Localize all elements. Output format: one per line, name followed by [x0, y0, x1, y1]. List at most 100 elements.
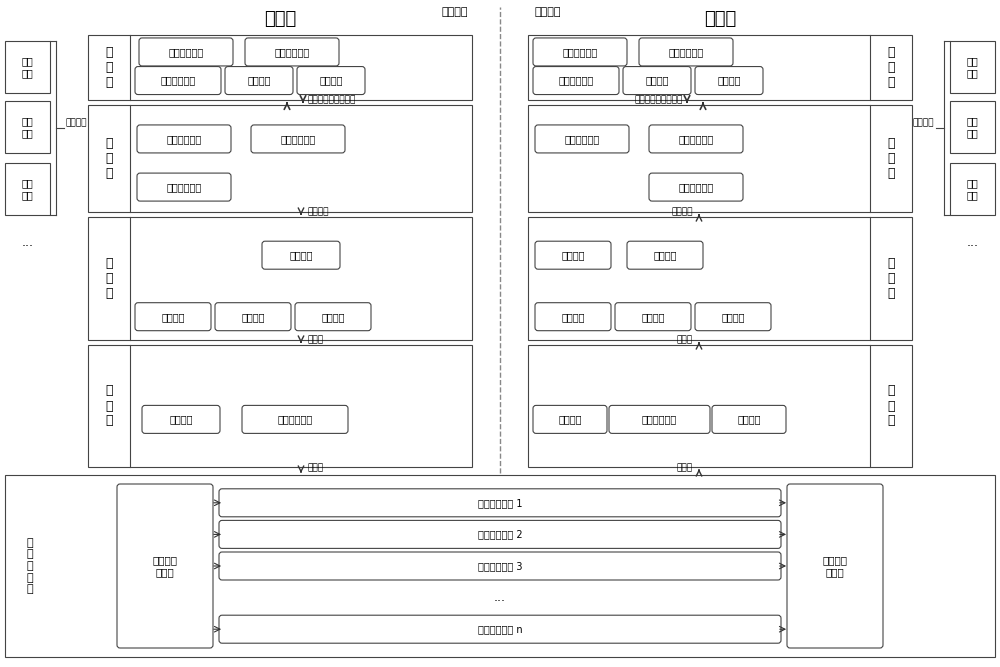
FancyBboxPatch shape [135, 303, 211, 331]
FancyBboxPatch shape [649, 173, 743, 201]
Text: 应用
系统: 应用 系统 [22, 116, 33, 138]
Text: 传输策略配置: 传输策略配置 [168, 47, 204, 57]
Text: 传输通道监测: 传输通道监测 [642, 414, 677, 424]
Text: 涉密网络: 涉密网络 [535, 7, 561, 17]
Text: 应用
系统: 应用 系统 [22, 178, 33, 200]
FancyBboxPatch shape [950, 163, 995, 215]
Text: 策略下发、信息收集: 策略下发、信息收集 [307, 95, 355, 104]
Text: 身份认证接口: 身份认证接口 [564, 134, 600, 144]
FancyBboxPatch shape [535, 125, 629, 153]
FancyBboxPatch shape [219, 615, 781, 643]
FancyBboxPatch shape [139, 38, 233, 66]
Text: 数据帧: 数据帧 [677, 464, 693, 472]
FancyBboxPatch shape [623, 67, 691, 95]
FancyBboxPatch shape [5, 101, 50, 153]
FancyBboxPatch shape [528, 217, 912, 340]
FancyBboxPatch shape [609, 406, 710, 434]
Text: 访问身份认证: 访问身份认证 [558, 75, 594, 85]
Text: 服
务
层: 服 务 层 [105, 137, 113, 180]
Text: 数据重组: 数据重组 [721, 311, 745, 321]
FancyBboxPatch shape [137, 173, 231, 201]
FancyBboxPatch shape [142, 406, 220, 434]
FancyBboxPatch shape [295, 303, 371, 331]
Text: 应用数据: 应用数据 [912, 119, 934, 127]
FancyBboxPatch shape [262, 241, 340, 269]
FancyBboxPatch shape [219, 520, 781, 548]
FancyBboxPatch shape [215, 303, 291, 331]
Text: 运行监控: 运行监控 [717, 75, 741, 85]
Text: 数据帧: 数据帧 [307, 464, 323, 472]
Text: 传
输
通
道
层: 传 输 通 道 层 [27, 538, 33, 594]
Text: 应用数据: 应用数据 [66, 119, 88, 127]
Text: 接收端: 接收端 [704, 10, 736, 28]
Text: 信息查询接口: 信息查询接口 [166, 182, 202, 192]
FancyBboxPatch shape [950, 41, 995, 93]
FancyBboxPatch shape [695, 303, 771, 331]
Text: 应用
系统: 应用 系统 [22, 56, 33, 78]
FancyBboxPatch shape [88, 345, 472, 467]
Text: 访问身份认证: 访问身份认证 [160, 75, 196, 85]
Text: 单向传输通道 3: 单向传输通道 3 [478, 561, 522, 571]
Text: 纠错编码: 纠错编码 [321, 311, 345, 321]
FancyBboxPatch shape [787, 484, 883, 648]
Text: 安全审计: 安全审计 [247, 75, 271, 85]
Text: 数据接收: 数据接收 [558, 414, 582, 424]
FancyBboxPatch shape [533, 38, 627, 66]
Text: ...: ... [22, 235, 34, 249]
Text: 链
路
层: 链 路 层 [887, 384, 895, 428]
FancyBboxPatch shape [528, 345, 912, 467]
Text: 纠错译码: 纠错译码 [561, 311, 585, 321]
FancyBboxPatch shape [615, 303, 691, 331]
Text: 数据分发接口: 数据分发接口 [678, 134, 714, 144]
Text: 应用
系统: 应用 系统 [967, 178, 978, 200]
Text: 应用
系统: 应用 系统 [967, 116, 978, 138]
FancyBboxPatch shape [712, 406, 786, 434]
Text: 单向传输通道 n: 单向传输通道 n [478, 624, 522, 634]
FancyBboxPatch shape [245, 38, 339, 66]
Text: 运行监控: 运行监控 [319, 75, 343, 85]
Text: 非密网络: 非密网络 [442, 7, 468, 17]
Text: 服
务
层: 服 务 层 [887, 137, 895, 180]
Text: 传输统计: 传输统计 [737, 414, 761, 424]
Text: 链
路
层: 链 路 层 [105, 384, 113, 428]
Text: 协议封装: 协议封装 [241, 311, 265, 321]
FancyBboxPatch shape [135, 67, 221, 95]
FancyBboxPatch shape [88, 105, 472, 212]
Text: 调
度
层: 调 度 层 [105, 257, 113, 300]
FancyBboxPatch shape [5, 163, 50, 215]
Text: 管
理
层: 管 理 层 [105, 46, 113, 89]
FancyBboxPatch shape [251, 125, 345, 153]
FancyBboxPatch shape [649, 125, 743, 153]
Text: 发送端: 发送端 [264, 10, 296, 28]
Text: 身份认证接口: 身份认证接口 [166, 134, 202, 144]
Text: 单向传输通道 2: 单向传输通道 2 [478, 530, 522, 540]
Text: 应用
系统: 应用 系统 [967, 56, 978, 78]
FancyBboxPatch shape [88, 35, 472, 100]
Text: 应用数据: 应用数据 [672, 207, 693, 216]
Text: 数据发送: 数据发送 [169, 414, 193, 424]
FancyBboxPatch shape [695, 67, 763, 95]
Text: 传输调度: 传输调度 [289, 250, 313, 260]
Text: 协议解析: 协议解析 [641, 311, 665, 321]
FancyBboxPatch shape [219, 552, 781, 580]
Text: 传输通道监测: 传输通道监测 [277, 414, 313, 424]
FancyBboxPatch shape [639, 38, 733, 66]
FancyBboxPatch shape [535, 303, 611, 331]
FancyBboxPatch shape [137, 125, 231, 153]
Text: 数据接收接口: 数据接收接口 [280, 134, 316, 144]
Text: 传输通道管理: 传输通道管理 [668, 47, 704, 57]
Text: ...: ... [494, 591, 506, 604]
FancyBboxPatch shape [225, 67, 293, 95]
Text: 数据选举: 数据选举 [653, 250, 677, 260]
FancyBboxPatch shape [533, 406, 607, 434]
FancyBboxPatch shape [528, 105, 912, 212]
Text: 单向传输通道 1: 单向传输通道 1 [478, 498, 522, 508]
FancyBboxPatch shape [5, 475, 995, 657]
FancyBboxPatch shape [535, 241, 611, 269]
Text: 安全审计: 安全审计 [645, 75, 669, 85]
Text: 管
理
层: 管 理 层 [887, 46, 895, 89]
Text: 调
度
层: 调 度 层 [887, 257, 895, 300]
Text: 接收端控
制单元: 接收端控 制单元 [822, 555, 848, 577]
Text: 数据缓存: 数据缓存 [561, 250, 585, 260]
Text: 传输通道管理: 传输通道管理 [274, 47, 310, 57]
